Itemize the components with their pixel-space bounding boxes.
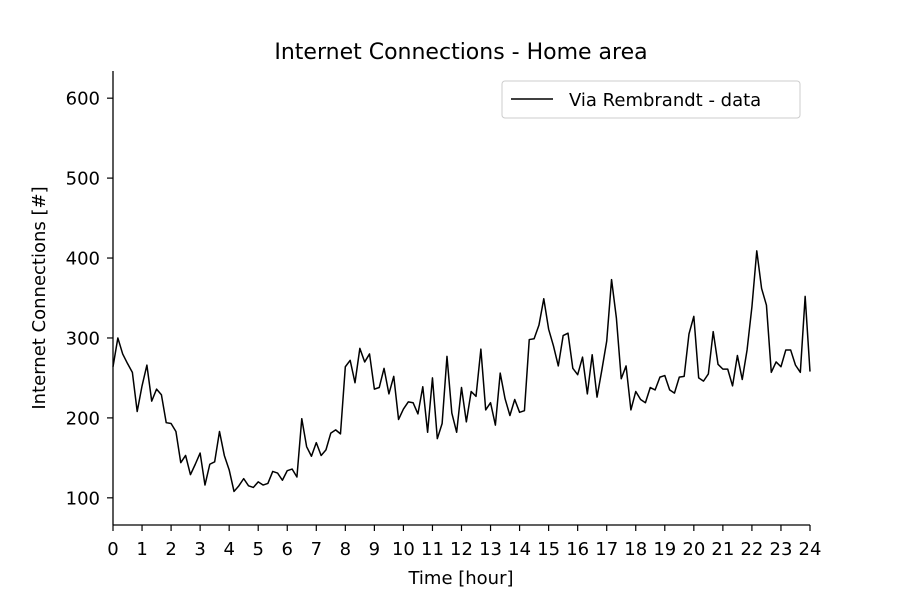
legend-label: Via Rembrandt - data [569,90,761,111]
x-tick-label: 13 [479,539,502,560]
x-tick-label: 1 [136,539,147,560]
y-tick-label: 100 [66,488,100,509]
x-tick-label: 8 [340,539,351,560]
x-tick-label: 16 [566,539,589,560]
x-tick-label: 18 [624,539,647,560]
y-tick-label: 600 [66,89,100,110]
x-tick-label: 4 [223,539,234,560]
x-tick-label: 14 [508,539,531,560]
x-tick-label: 3 [194,539,205,560]
x-tick-label: 5 [252,539,263,560]
x-axis-label: Time [hour] [407,568,513,589]
x-tick-label: 17 [595,539,618,560]
y-tick-label: 200 [66,408,100,429]
x-tick-label: 12 [450,539,473,560]
x-tick-label: 10 [392,539,415,560]
y-tick-label: 400 [66,249,100,270]
y-axis-ticks: 100 200 300 400 500 600 [66,89,113,509]
legend-box [501,80,801,119]
x-axis-ticks: 0 1 2 3 4 5 6 7 8 9 10 11 12 13 14 15 16 17 18 19 20 21 22 23 24 [107,525,821,560]
x-tick-label: 15 [537,539,560,560]
x-tick-label: 19 [653,539,676,560]
x-tick-label: 11 [421,539,444,560]
x-tick-label: 2 [165,539,176,560]
y-tick-label: 300 [66,328,100,349]
x-tick-label: 20 [682,539,705,560]
chart-title: Internet Connections - Home area [274,40,647,65]
y-axis-label: Internet Connections [#] [29,186,50,409]
x-tick-label: 22 [740,539,763,560]
x-tick-label: 24 [799,539,822,560]
x-tick-label: 6 [282,539,293,560]
x-tick-label: 21 [711,539,734,560]
x-tick-label: 23 [770,539,793,560]
series-line [112,250,811,493]
plot-area [112,250,811,493]
x-tick-label: 0 [107,539,118,560]
legend: Via Rembrandt - data [501,80,801,119]
y-tick-label: 500 [66,169,100,190]
x-tick-label: 9 [369,539,380,560]
x-tick-label: 7 [311,539,322,560]
